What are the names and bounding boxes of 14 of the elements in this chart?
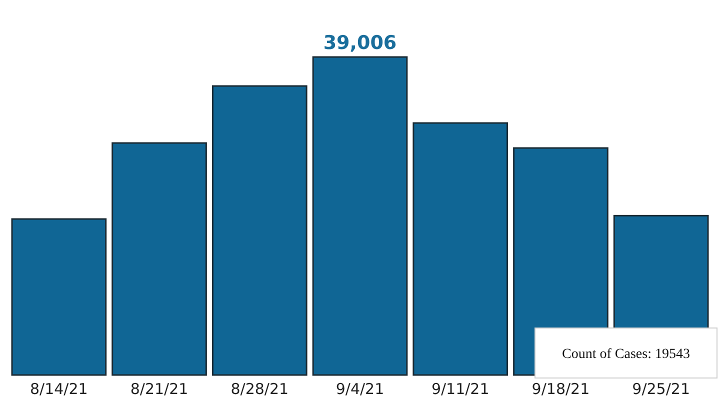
bar xyxy=(312,56,408,376)
bar xyxy=(11,218,107,376)
bar xyxy=(212,85,308,376)
data-label: 39,006 xyxy=(323,32,397,54)
annotation: Count of Cases: 19543 xyxy=(562,347,690,362)
x-tick-label: 9/18/21 xyxy=(532,380,590,398)
x-tick-label: 8/21/21 xyxy=(130,380,188,398)
x-tick-label: 8/14/21 xyxy=(30,380,88,398)
x-tick-label: 9/11/21 xyxy=(431,380,490,398)
x-tick-label: 8/28/21 xyxy=(230,380,289,398)
bar xyxy=(112,142,207,376)
bar xyxy=(412,122,508,376)
x-tick-label: 9/25/21 xyxy=(632,380,690,398)
x-tick-label: 9/4/21 xyxy=(336,380,384,398)
